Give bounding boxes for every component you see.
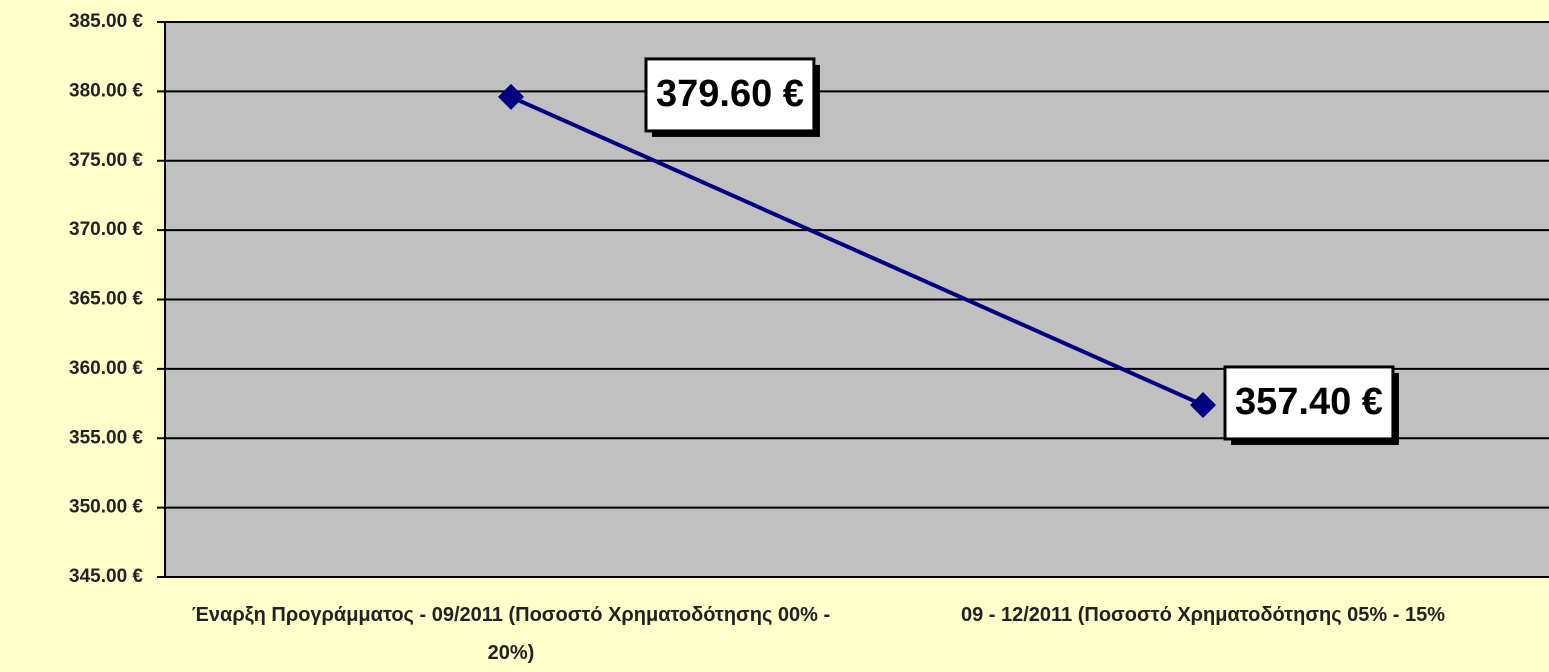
- y-tick-label: 355.00 €: [69, 427, 143, 448]
- y-tick-label: 365.00 €: [69, 289, 143, 310]
- label-box: [1223, 365, 1395, 441]
- y-tick-label: 370.00 €: [69, 219, 143, 240]
- y-tick-label: 350.00 €: [69, 497, 143, 518]
- y-tick-label: 380.00 €: [69, 80, 143, 101]
- data-label: 379.60 €: [656, 73, 804, 115]
- y-tick-label: 375.00 €: [69, 150, 143, 171]
- data-point: [498, 83, 524, 110]
- series-line: [510, 95, 1204, 407]
- x-tick-label: Έναρξη Προγράμματος - 09/2011 (Ποσοστό Χ…: [191, 604, 831, 664]
- data-point: [1190, 391, 1216, 418]
- y-tick-label: 385.00 €: [69, 11, 143, 32]
- x-tick-label: 09 - 12/2011 (Ποσοστό Χρηματοδότησης 05%…: [960, 604, 1446, 626]
- data-label: 357.40 €: [1235, 381, 1383, 423]
- label-box: [644, 57, 816, 133]
- y-tick-label: 360.00 €: [69, 358, 143, 379]
- y-tick-label: 345.00 €: [69, 566, 143, 587]
